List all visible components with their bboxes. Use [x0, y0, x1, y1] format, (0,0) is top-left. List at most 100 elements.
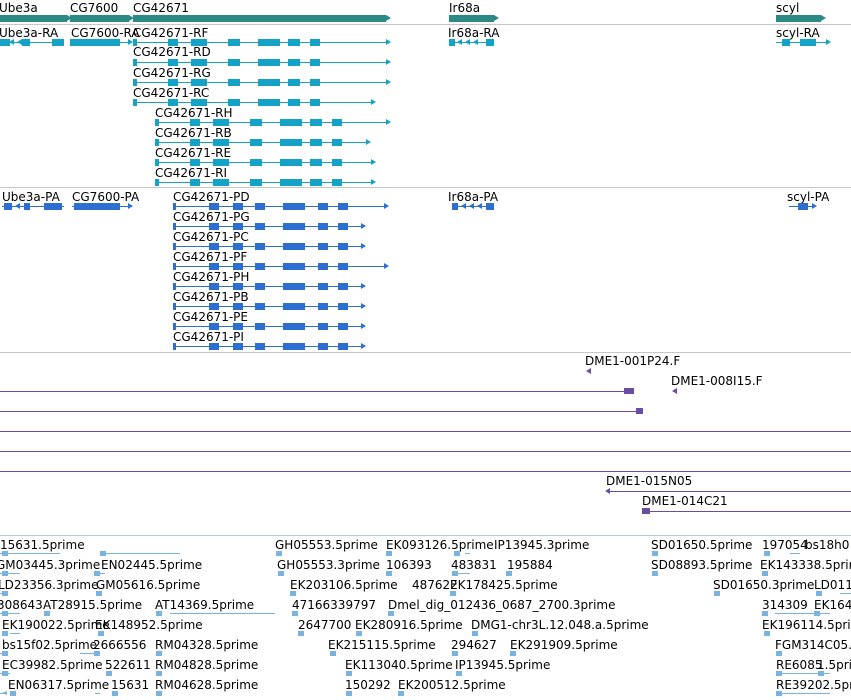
clone-line[interactable]: [642, 511, 851, 512]
gene-feature-ir68a[interactable]: [449, 15, 499, 22]
est-feature[interactable]: [388, 611, 394, 616]
exon[interactable]: [332, 139, 342, 146]
exon[interactable]: [233, 323, 243, 330]
exon[interactable]: [133, 79, 137, 86]
exon[interactable]: [283, 243, 305, 250]
est-feature[interactable]: [156, 651, 162, 656]
exon[interactable]: [213, 159, 229, 166]
exon[interactable]: [280, 179, 302, 186]
est-feature[interactable]: [290, 591, 296, 596]
exon[interactable]: [258, 99, 280, 106]
est-feature[interactable]: [156, 691, 162, 696]
exon[interactable]: [310, 179, 322, 186]
exon[interactable]: [338, 243, 348, 250]
est-feature[interactable]: [818, 671, 824, 676]
exon[interactable]: [250, 159, 262, 166]
exon[interactable]: [233, 283, 243, 290]
clone-end[interactable]: [642, 508, 650, 514]
exon[interactable]: [338, 323, 348, 330]
exon[interactable]: [168, 79, 178, 86]
exon[interactable]: [800, 39, 816, 46]
est-line[interactable]: [840, 593, 851, 594]
exon[interactable]: [173, 263, 176, 270]
est-feature[interactable]: [96, 591, 102, 596]
est-feature[interactable]: [652, 551, 658, 556]
exon[interactable]: [52, 39, 64, 46]
exon[interactable]: [310, 99, 320, 106]
est-line[interactable]: [780, 673, 830, 674]
est-feature[interactable]: [276, 551, 282, 556]
est-feature[interactable]: [346, 691, 352, 696]
exon[interactable]: [213, 139, 229, 146]
clone-line[interactable]: [0, 391, 624, 392]
est-feature[interactable]: [44, 611, 50, 616]
exon[interactable]: [168, 39, 178, 46]
exon[interactable]: [233, 223, 243, 230]
gene-feature-cg42671[interactable]: [133, 15, 391, 22]
gene-feature-cg7600[interactable]: [70, 15, 134, 22]
exon[interactable]: [228, 99, 240, 106]
est-feature[interactable]: [346, 671, 352, 676]
clone-end[interactable]: [636, 408, 643, 414]
est-feature[interactable]: [814, 611, 820, 616]
est-line[interactable]: [0, 553, 60, 554]
est-feature[interactable]: [156, 671, 162, 676]
exon[interactable]: [191, 79, 207, 86]
est-feature[interactable]: [764, 551, 770, 556]
exon[interactable]: [288, 39, 300, 46]
est-line[interactable]: [0, 613, 20, 614]
exon[interactable]: [74, 203, 120, 210]
exon[interactable]: [486, 39, 494, 46]
exon[interactable]: [283, 203, 305, 210]
exon[interactable]: [318, 263, 328, 270]
exon[interactable]: [310, 79, 320, 86]
est-line[interactable]: [780, 693, 830, 694]
exon[interactable]: [258, 39, 280, 46]
est-feature[interactable]: [506, 571, 512, 576]
est-feature[interactable]: [762, 571, 768, 576]
exon[interactable]: [288, 99, 300, 106]
est-line[interactable]: [100, 553, 180, 554]
est-feature[interactable]: [278, 571, 284, 576]
exon[interactable]: [233, 243, 243, 250]
exon[interactable]: [228, 79, 240, 86]
exon[interactable]: [233, 203, 243, 210]
exon[interactable]: [133, 99, 137, 106]
exon[interactable]: [258, 59, 280, 66]
exon[interactable]: [250, 179, 262, 186]
est-feature[interactable]: [776, 651, 782, 656]
est-line[interactable]: [790, 553, 800, 554]
exon[interactable]: [70, 39, 120, 46]
exon[interactable]: [338, 263, 348, 270]
est-feature[interactable]: [330, 651, 336, 656]
exon[interactable]: [209, 223, 219, 230]
est-feature[interactable]: [652, 571, 658, 576]
exon[interactable]: [173, 323, 176, 330]
exon[interactable]: [0, 39, 10, 46]
exon[interactable]: [209, 343, 219, 350]
exon[interactable]: [155, 159, 159, 166]
exon[interactable]: [233, 263, 243, 270]
exon[interactable]: [228, 39, 240, 46]
est-line[interactable]: [465, 553, 470, 554]
exon[interactable]: [283, 263, 305, 270]
exon[interactable]: [190, 179, 200, 186]
exon[interactable]: [155, 179, 159, 186]
exon[interactable]: [318, 283, 328, 290]
est-feature[interactable]: [510, 651, 516, 656]
exon[interactable]: [318, 223, 328, 230]
exon[interactable]: [280, 139, 302, 146]
exon[interactable]: [338, 343, 348, 350]
est-feature[interactable]: [816, 591, 822, 596]
exon[interactable]: [168, 59, 178, 66]
exon[interactable]: [258, 79, 280, 86]
exon[interactable]: [209, 303, 219, 310]
exon[interactable]: [449, 39, 455, 46]
est-line[interactable]: [170, 613, 275, 614]
est-line[interactable]: [95, 693, 100, 694]
exon[interactable]: [255, 323, 265, 330]
exon[interactable]: [213, 179, 229, 186]
exon[interactable]: [318, 203, 328, 210]
exon[interactable]: [190, 139, 200, 146]
